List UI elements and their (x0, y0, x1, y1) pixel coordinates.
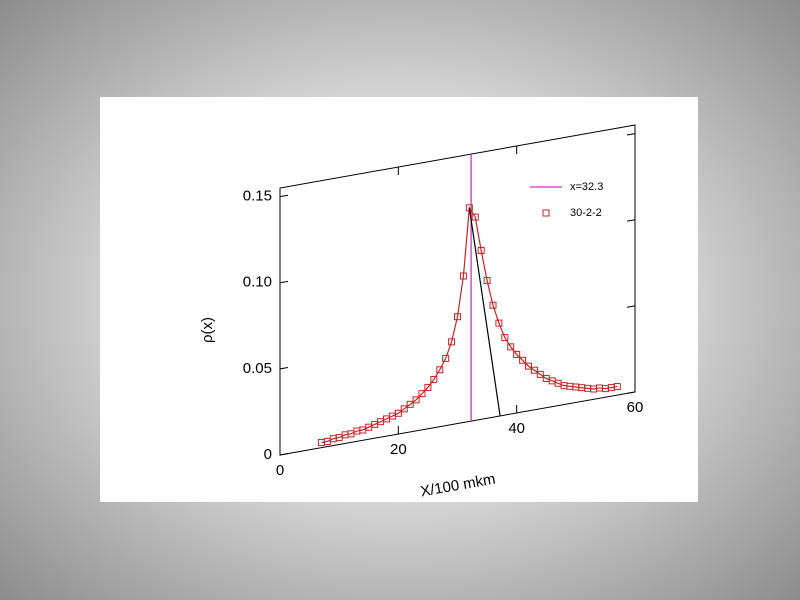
data-point (513, 350, 521, 358)
y-tick (279, 453, 289, 456)
x-tick-label: 0 (276, 462, 284, 479)
data-point (436, 366, 444, 374)
y-tick (279, 366, 289, 370)
data-point (412, 396, 420, 404)
y-tick (626, 219, 636, 222)
data-point (459, 272, 467, 280)
data-point (519, 356, 527, 364)
x-tick-label: 60 (627, 399, 644, 416)
data-point (530, 366, 538, 374)
y-tick (626, 305, 636, 308)
data-point (471, 213, 479, 221)
data-point (448, 338, 456, 346)
data-point (536, 370, 544, 378)
y-tick-label: 0.15 (243, 188, 272, 205)
data-point (400, 405, 408, 413)
chart-panel (100, 97, 698, 502)
data-point (477, 246, 485, 254)
y-tick (626, 391, 636, 394)
x-tick-label: 20 (390, 441, 407, 458)
data-point (489, 301, 497, 309)
series-line (321, 205, 618, 444)
data-point (406, 400, 414, 408)
data-point (495, 319, 503, 327)
y-tick-label: 0.05 (243, 360, 272, 377)
data-point (394, 409, 402, 417)
y-tick (279, 280, 289, 284)
data-point (424, 383, 432, 391)
data-point (501, 334, 509, 342)
legend-swatch (542, 209, 550, 217)
y-tick-label: 0.10 (243, 274, 272, 291)
y-axis-label: ρ(x) (199, 317, 216, 343)
data-point (418, 390, 426, 398)
data-point (613, 383, 621, 391)
data-point (430, 375, 438, 383)
legend-label: x=32.3 (570, 181, 603, 193)
data-point (454, 313, 461, 321)
legend-label: 30-2-2 (570, 207, 602, 219)
y-tick (279, 194, 289, 198)
y-tick-label: 0 (264, 446, 272, 463)
series-line (468, 207, 501, 417)
data-point (442, 354, 450, 362)
x-tick-label: 40 (508, 420, 525, 437)
y-tick (626, 133, 636, 136)
data-point (483, 276, 491, 284)
data-point (525, 362, 532, 370)
data-point (507, 343, 515, 351)
